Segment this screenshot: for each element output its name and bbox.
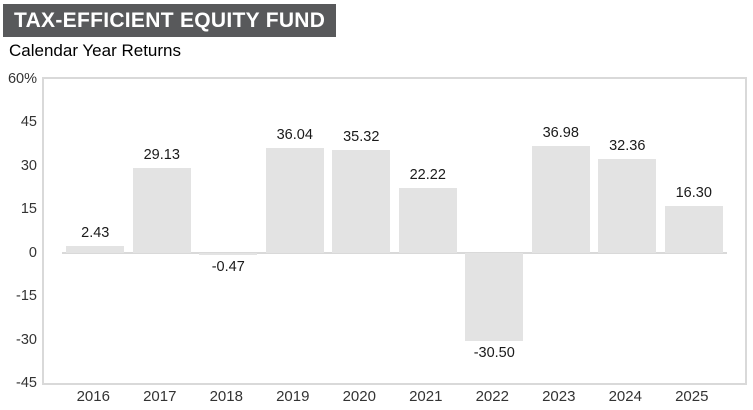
bar-value-label: -30.50 [473, 345, 515, 362]
bar-chart-plot-area: 2.43 29.13 -0.47 36.04 35.32 22.22 -30.50 36.98… [42, 77, 747, 385]
x-tick-2018: 2018 [209, 388, 243, 405]
bar-value-label: 35.32 [343, 129, 380, 146]
x-tick-2021: 2021 [409, 388, 443, 405]
bar-value-label: 16.30 [675, 184, 712, 201]
bar-2021 [398, 188, 457, 253]
bar-value-label: 32.36 [609, 138, 646, 155]
page-title: TAX-EFFICIENT EQUITY FUND [3, 4, 337, 37]
y-tick-label: 60% [7, 71, 37, 87]
y-tick-label: 15 [20, 201, 37, 218]
bar-2022 [465, 252, 524, 341]
bar-2017 [132, 168, 191, 253]
y-tick-label: 45 [20, 114, 37, 131]
bar-2023 [531, 145, 590, 253]
bar-value-label: 36.98 [542, 124, 579, 141]
y-tick-label: -15 [16, 288, 37, 305]
bar-value-label: 36.04 [276, 127, 313, 144]
y-tick-label: -30 [16, 331, 37, 348]
x-axis: 2016 2017 2018 2019 2020 2021 2022 2023 2024 2025 [42, 388, 747, 410]
x-tick-2019: 2019 [276, 388, 310, 405]
x-tick-2025: 2025 [675, 388, 709, 405]
bar-2024 [598, 159, 657, 253]
bar-value-label: 2.43 [81, 224, 110, 241]
plot-inner: 2.43 29.13 -0.47 36.04 35.32 22.22 -30.50 36.98… [62, 79, 727, 383]
y-tick-label: 0 [28, 244, 37, 261]
bar-2016 [66, 245, 125, 253]
x-tick-2020: 2020 [342, 388, 376, 405]
bar-value-label: -0.47 [211, 258, 245, 275]
x-tick-2024: 2024 [608, 388, 642, 405]
x-axis-inner: 2016 2017 2018 2019 2020 2021 2022 2023 2024 2025 [60, 388, 729, 410]
chart-subtitle: Calendar Year Returns [9, 41, 182, 60]
bar-value-label: 29.13 [143, 147, 180, 164]
x-tick-2016: 2016 [76, 388, 110, 405]
bar-2025 [664, 205, 723, 253]
y-tick-label: -45 [16, 375, 37, 391]
y-tick-label: 30 [20, 157, 37, 174]
x-tick-2023: 2023 [542, 388, 576, 405]
bar-2019 [265, 148, 324, 253]
bar-value-label: 22.22 [409, 167, 446, 184]
x-tick-2017: 2017 [143, 388, 177, 405]
x-tick-2022: 2022 [475, 388, 509, 405]
bar-2018 [199, 252, 258, 255]
bar-2020 [332, 150, 391, 253]
zero-baseline [62, 251, 727, 254]
y-axis: 60% 45 30 15 0 -15 -30 -45 [0, 0, 37, 410]
